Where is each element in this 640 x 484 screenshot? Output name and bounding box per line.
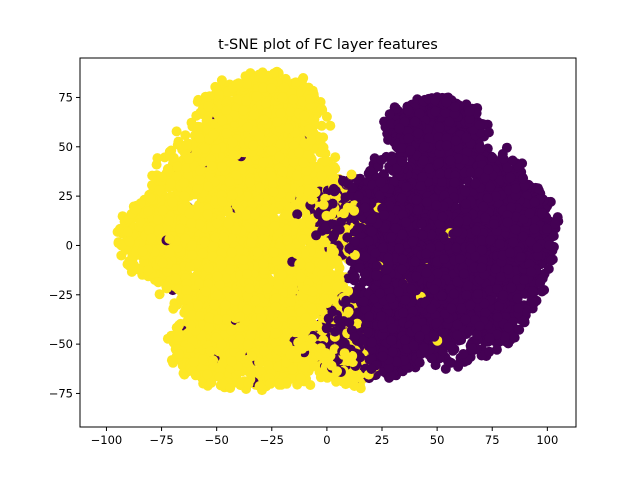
- data-point-yellow: [216, 75, 227, 86]
- scatter-points: [112, 66, 564, 396]
- data-point-yellow: [171, 126, 182, 137]
- chart-title: t-SNE plot of FC layer features: [218, 37, 438, 53]
- data-point-yellow: [316, 120, 327, 131]
- data-point-yellow: [330, 152, 341, 163]
- data-point-purple: [383, 134, 394, 145]
- data-point-yellow: [151, 159, 162, 170]
